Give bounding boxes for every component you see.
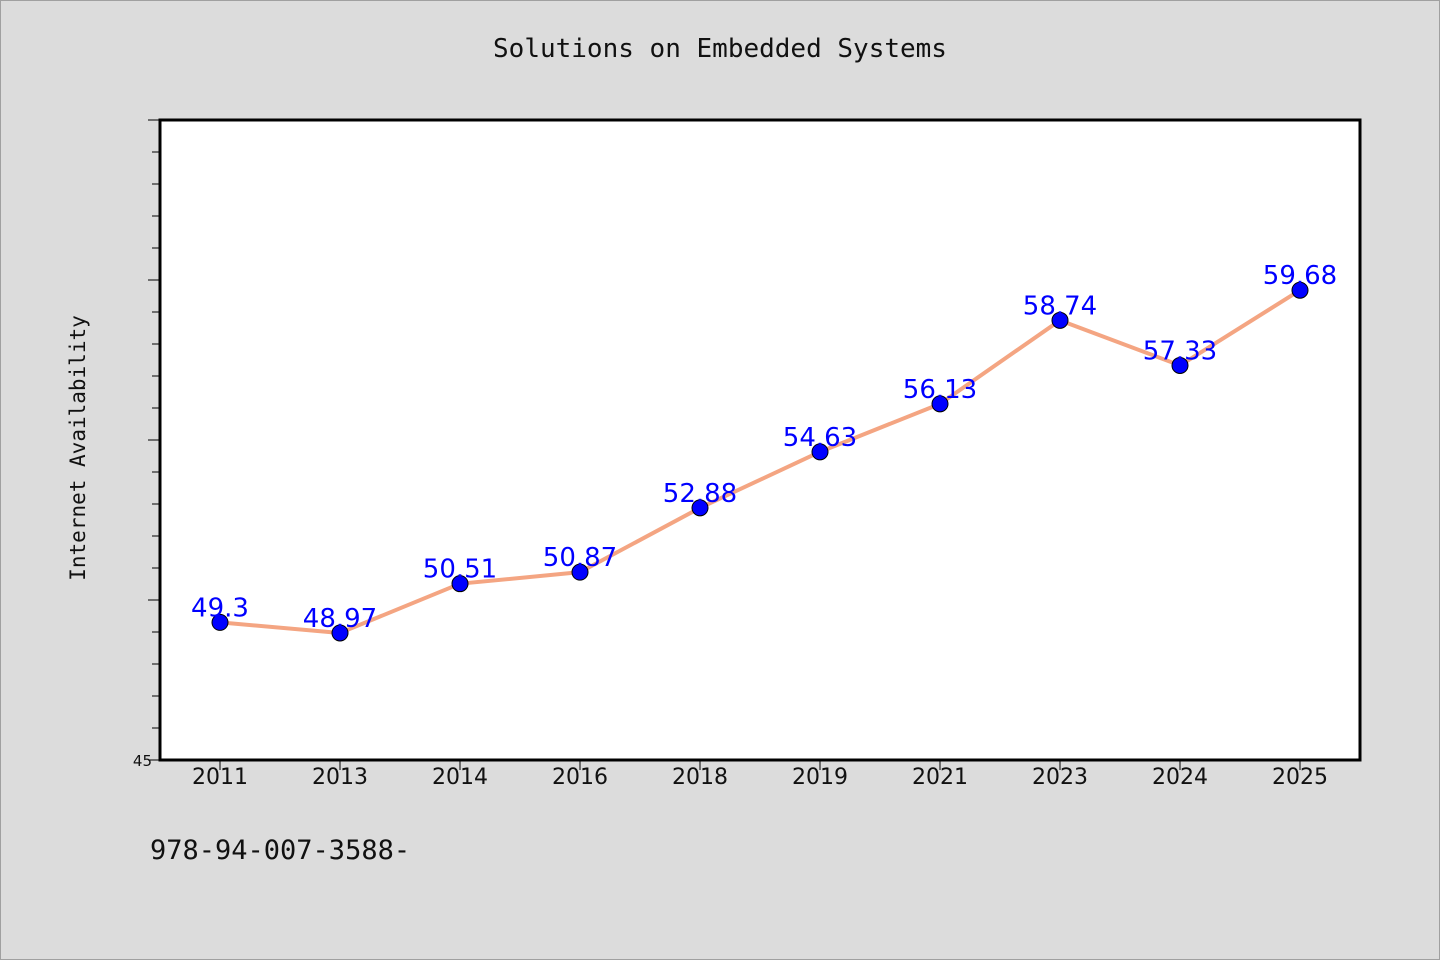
data-label: 52.88 [663,479,737,509]
data-label: 56.13 [903,375,977,405]
data-label: 50.87 [543,543,617,573]
data-label: 59.68 [1263,261,1337,291]
data-point [1291,281,1309,299]
data-point [571,563,589,581]
data-point [691,499,709,517]
data-label: 58.74 [1023,291,1097,321]
data-label: 48.97 [303,604,377,634]
data-point [811,443,829,461]
data-label: 57.33 [1143,336,1217,366]
x-tick-label: 2014 [432,765,488,790]
series-line [219,288,1302,635]
data-label: 50.51 [423,555,497,585]
x-tick-label: 2023 [1032,765,1088,790]
data-point [931,395,949,413]
x-tick-label: 2025 [1272,765,1328,790]
plot-area [158,118,1362,762]
x-tick-label: 2021 [912,765,968,790]
x-tick-label: 2024 [1152,765,1208,790]
data-label: 49.3 [191,593,249,623]
chart-title: Solutions on Embedded Systems [493,34,947,64]
data-point [331,624,349,642]
data-point [211,613,229,631]
x-tick-label: 2016 [552,765,608,790]
y-tick-label: 45 [133,752,152,770]
x-tick-label: 2018 [672,765,728,790]
data-point [1171,356,1189,374]
footer-code: 978-94-007-3588- [150,835,411,866]
x-tick-label: 2011 [192,765,248,790]
x-tick-label: 2013 [312,765,368,790]
data-label: 54.63 [783,423,857,453]
data-point [1051,311,1069,329]
x-tick-label: 2019 [792,765,848,790]
data-point [451,575,469,593]
